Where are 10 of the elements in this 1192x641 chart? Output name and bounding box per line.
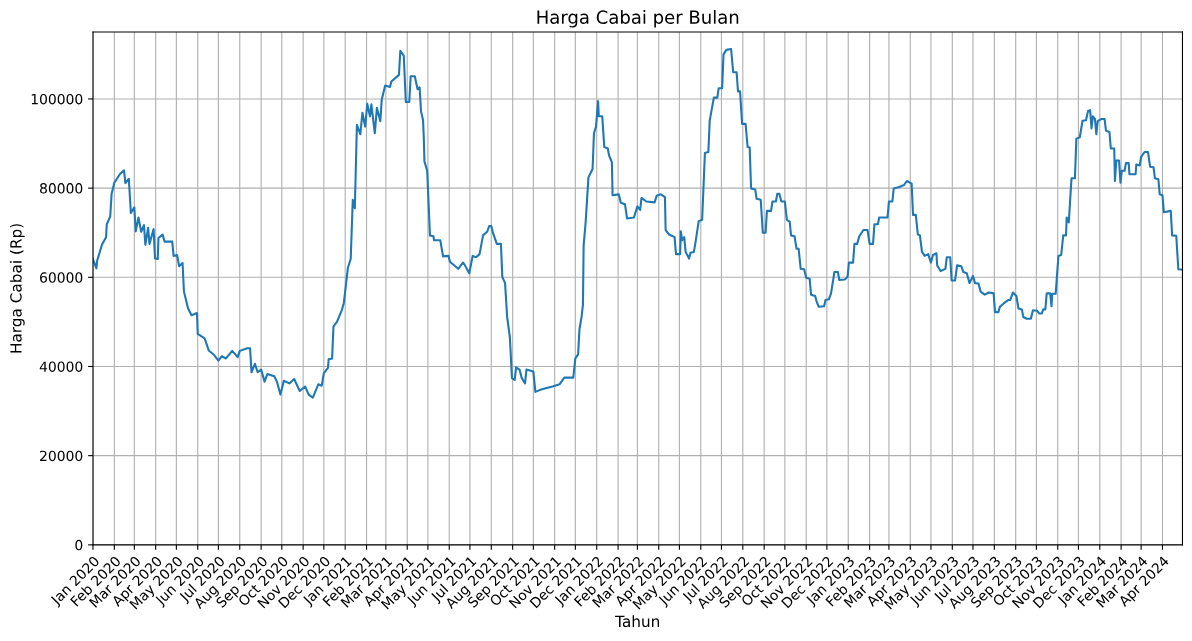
y-tick-label: 80000 [40, 183, 83, 194]
y-tick-label: 0 [75, 539, 83, 551]
line-series [92, 47, 1183, 399]
chart-title: Harga Cabai per Bulan [537, 10, 739, 28]
y-axis-title: Harga Cabai (Rp) [9, 224, 25, 353]
y-tick-label: 20000 [40, 450, 83, 462]
y-tick-label: 100000 [31, 93, 83, 105]
y-tick-label: 40000 [39, 361, 83, 372]
x-axis-title: Tahun [615, 615, 660, 628]
y-tick-label: 60000 [40, 272, 83, 283]
